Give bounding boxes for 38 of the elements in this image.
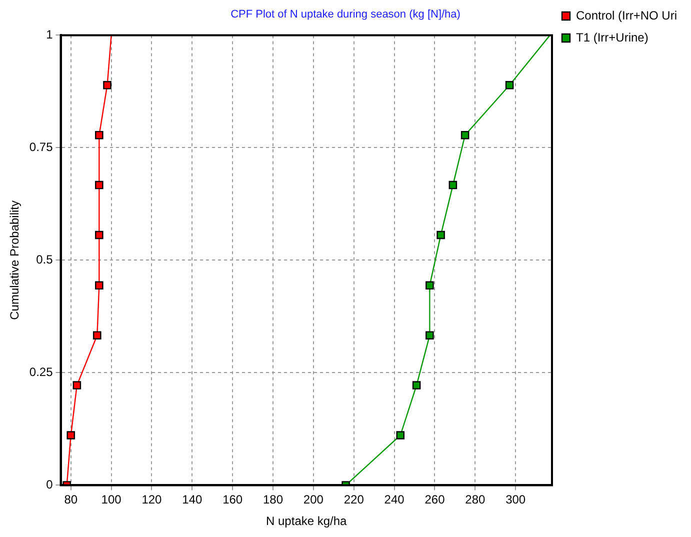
- point: [412, 381, 421, 390]
- point: [95, 180, 104, 190]
- x-tick-label: 200: [303, 492, 324, 507]
- x-tick-label: 120: [142, 492, 162, 507]
- point: [95, 130, 104, 140]
- x-tick-label: 300: [506, 492, 526, 507]
- x-tick-label: 280: [465, 492, 486, 507]
- x-tick-label: 260: [424, 492, 446, 507]
- y-tick-label: 0.5: [36, 252, 54, 267]
- point: [93, 331, 102, 340]
- point: [448, 180, 458, 190]
- point: [426, 331, 434, 340]
- point: [396, 431, 405, 440]
- point: [426, 281, 434, 290]
- x-tick-label: 220: [344, 492, 364, 507]
- point: [95, 281, 104, 290]
- y-tick-label: 0.75: [29, 140, 54, 154]
- point: [66, 431, 75, 440]
- point: [103, 81, 112, 90]
- y-tick-label: 1: [46, 28, 54, 42]
- point: [505, 81, 514, 90]
- x-tick-label: 160: [222, 492, 243, 507]
- x-axis-title: N uptake kg/ha: [266, 514, 348, 528]
- x-tick-label: 140: [182, 492, 202, 507]
- point: [436, 230, 445, 240]
- point: [95, 230, 104, 240]
- legend-label: Control (Irr+NO Uri: [576, 8, 678, 22]
- y-tick-label: 0: [46, 478, 54, 492]
- legend-label: T1 (Irr+Urine): [576, 30, 648, 44]
- y-tick-label: 0.25: [29, 365, 54, 380]
- point: [460, 130, 470, 140]
- point: [72, 381, 82, 390]
- chart-title: CPF Plot of N uptake during season (kg [N]/ha): [230, 8, 460, 21]
- y-axis-title: Cumulative Probability: [8, 200, 22, 320]
- x-tick-label: 80: [64, 492, 78, 507]
- x-tick-label: 100: [101, 492, 122, 507]
- x-tick-label: 180: [263, 492, 284, 507]
- x-tick-label: 240: [384, 492, 405, 507]
